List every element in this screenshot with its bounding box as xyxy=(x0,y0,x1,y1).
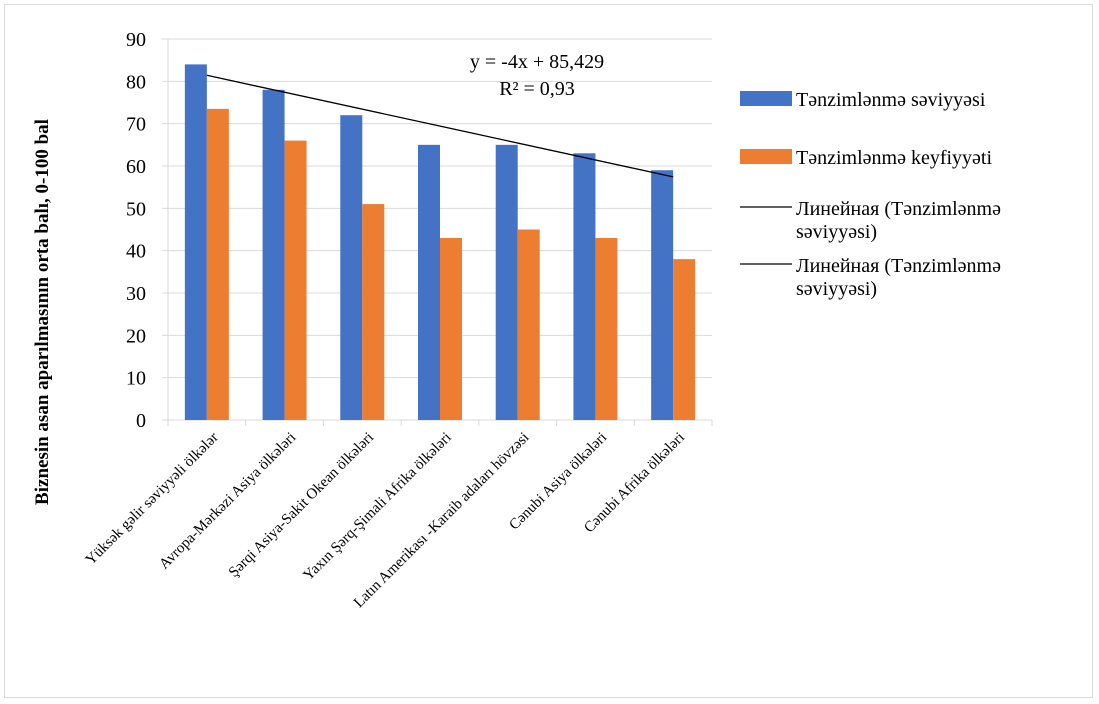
trend-equation: y = -4x + 85,429 xyxy=(470,51,604,73)
bar-quality xyxy=(673,259,696,420)
bar-level xyxy=(340,115,363,420)
legend-label: Tənzimlənmə keyfiyyəti xyxy=(796,147,992,169)
bar-quality xyxy=(206,108,229,420)
bar-quality xyxy=(440,237,462,420)
x-tick-label: Latın Amerikası -Karaib adaları hövzəsi xyxy=(351,430,533,612)
y-tick-label: 70 xyxy=(126,114,146,136)
y-tick-label: 20 xyxy=(126,325,146,347)
legend: Tənzimlənmə səviyyəsi Tənzimlənmə keyfiyy… xyxy=(740,89,1001,300)
legend-swatch xyxy=(740,91,792,106)
x-tick-labels: Yüksək gəlir səviyyəli ölkələrAvropa-Mər… xyxy=(83,430,688,612)
legend-label: Линейная (Tənzimlənmə səviyyəsi) xyxy=(796,255,1001,300)
y-tick-label: 80 xyxy=(126,71,146,93)
x-tick-label: Şərqi Asiya-Sakit Okean ölkələri xyxy=(226,430,377,581)
bar-quality xyxy=(284,140,307,420)
trendline xyxy=(206,74,674,178)
bars xyxy=(184,64,696,421)
bar-level xyxy=(262,89,285,421)
bar-quality xyxy=(517,229,540,420)
bar-level xyxy=(495,144,518,421)
y-axis-label: Biznesin asan aparılmasının orta balı, 0… xyxy=(32,119,53,505)
legend-label: Tənzimlənmə səviyyəsi xyxy=(796,89,986,111)
bar-quality xyxy=(595,237,618,420)
legend-label: Линейная (Tənzimlənmə səviyyəsi) xyxy=(796,198,1001,243)
bar-quality xyxy=(362,204,385,420)
y-tick-label: 0 xyxy=(136,410,146,432)
bar-level xyxy=(184,64,207,421)
bar-level xyxy=(418,144,440,421)
x-tick-label: Yüksək gəlir səviyyəli ölkələr xyxy=(83,430,222,569)
y-tick-label: 40 xyxy=(126,241,146,263)
trendline-layer xyxy=(206,74,674,178)
trend-r-squared: R² = 0,93 xyxy=(499,78,575,100)
y-tick-label: 60 xyxy=(126,156,146,178)
y-tick-label: 50 xyxy=(126,198,146,220)
y-tick-labels: 0 10 20 30 40 50 60 70 80 90 xyxy=(126,29,146,432)
x-tick-label: Yaxın Şərq-Şimali Afrika ölkələri xyxy=(301,430,455,584)
bar-level xyxy=(573,153,596,421)
y-tick-label: 10 xyxy=(126,368,146,390)
y-tick-label: 90 xyxy=(126,29,146,51)
y-tick-label: 30 xyxy=(126,283,146,305)
x-tick-label: Avropa-Mərkəzi Asiya ölkələri xyxy=(156,430,299,573)
bar-level xyxy=(651,170,674,420)
legend-swatch xyxy=(740,149,792,164)
